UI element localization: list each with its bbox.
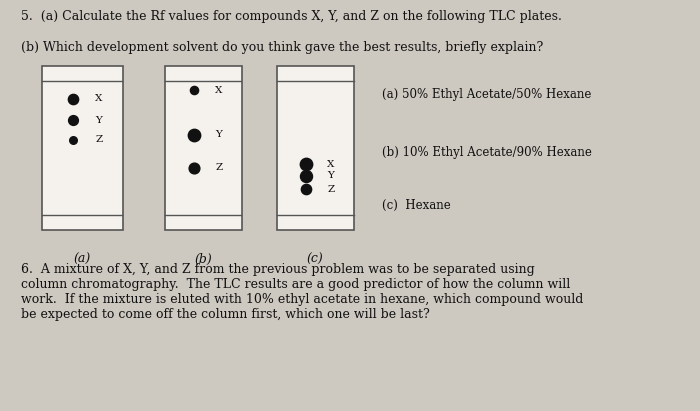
- Point: [67, 95, 78, 102]
- Text: X: X: [328, 160, 335, 169]
- Text: (c): (c): [307, 253, 323, 266]
- Point: [300, 173, 312, 179]
- Point: [300, 186, 312, 192]
- Point: [188, 164, 199, 171]
- Text: Y: Y: [216, 130, 222, 139]
- Point: [188, 87, 199, 94]
- Text: (c)  Hexane: (c) Hexane: [382, 199, 450, 212]
- Text: Y: Y: [95, 115, 102, 125]
- Text: Z: Z: [216, 163, 223, 172]
- Point: [67, 136, 78, 143]
- Text: Z: Z: [95, 135, 102, 144]
- Point: [188, 132, 199, 138]
- Text: (b) Which development solvent do you think gave the best results, briefly explai: (b) Which development solvent do you thi…: [21, 41, 543, 54]
- Text: X: X: [95, 94, 102, 103]
- Point: [67, 117, 78, 123]
- Bar: [164, 66, 242, 230]
- Bar: [42, 66, 122, 230]
- Text: Y: Y: [328, 171, 334, 180]
- Point: [300, 161, 312, 168]
- Text: Z: Z: [328, 185, 335, 194]
- Text: 6.  A mixture of X, Y, and Z from the previous problem was to be separated using: 6. A mixture of X, Y, and Z from the pre…: [21, 263, 583, 321]
- Text: (a): (a): [74, 253, 91, 266]
- Text: X: X: [216, 86, 223, 95]
- Bar: [276, 66, 354, 230]
- Text: (b) 10% Ethyl Acetate/90% Hexane: (b) 10% Ethyl Acetate/90% Hexane: [382, 145, 592, 159]
- Text: (a) 50% Ethyl Acetate/50% Hexane: (a) 50% Ethyl Acetate/50% Hexane: [382, 88, 591, 101]
- Text: (b): (b): [194, 253, 212, 266]
- Text: 5.  (a) Calculate the Rf values for compounds X, Y, and Z on the following TLC p: 5. (a) Calculate the Rf values for compo…: [21, 10, 562, 23]
